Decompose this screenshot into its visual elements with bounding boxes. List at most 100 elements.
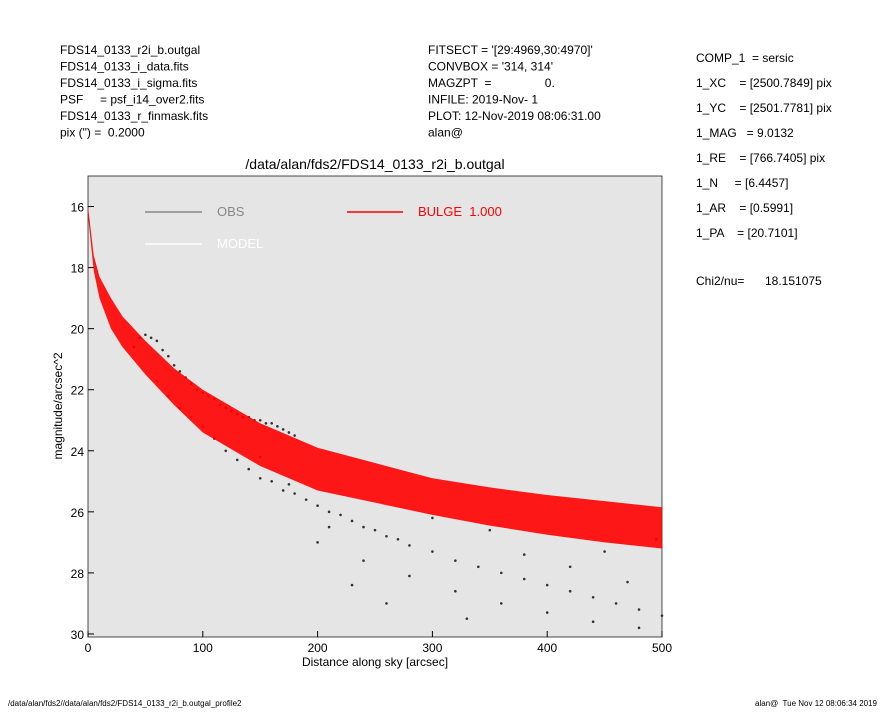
header-left: FDS14_0133_r_finmask.fits <box>60 109 208 123</box>
obs-point <box>287 431 291 434</box>
obs-point <box>660 614 664 617</box>
legend-label: MODEL <box>217 236 263 251</box>
x-tick-label: 200 <box>308 641 328 655</box>
header-middle: INFILE: 2019-Nov- 1 <box>428 93 538 107</box>
obs-point <box>545 583 549 587</box>
obs-point <box>396 538 400 541</box>
obs-point <box>454 589 457 593</box>
obs-point <box>522 553 526 556</box>
y-tick-label: 30 <box>71 628 85 642</box>
obs-point <box>465 617 469 620</box>
header-right: 1_XC = [2500.7849] pix <box>696 76 832 90</box>
chart-title: /data/alan/fds2/FDS14_0133_r2i_b.outgal <box>245 156 504 172</box>
header-left: FDS14_0133_i_data.fits <box>60 60 189 74</box>
obs-point <box>327 510 331 514</box>
chi-label: Chi2/nu= <box>696 274 744 288</box>
header-left: FDS14_0133_i_sigma.fits <box>60 76 197 90</box>
header-middle: alan@ <box>428 126 463 140</box>
obs-point <box>339 513 342 517</box>
obs-point <box>591 596 595 599</box>
obs-point <box>172 363 176 367</box>
obs-point <box>603 550 606 553</box>
obs-point <box>408 544 411 547</box>
obs-point <box>350 519 354 523</box>
y-tick-label: 16 <box>71 201 85 215</box>
obs-point <box>155 339 159 343</box>
obs-point <box>287 483 291 486</box>
obs-point <box>477 565 480 569</box>
obs-point <box>568 589 572 593</box>
footer-right: alan@ Tue Nov 12 08:06:34 2019 <box>755 699 878 708</box>
header-middle: PLOT: 12-Nov-2019 08:06:31.00 <box>428 109 601 123</box>
header-right: COMP_1 = sersic <box>696 51 794 65</box>
obs-point <box>224 449 228 453</box>
x-tick-label: 100 <box>193 641 213 655</box>
obs-point <box>270 479 273 483</box>
header-middle: CONVBOX = '314, 314' <box>428 60 553 74</box>
obs-point <box>161 348 164 352</box>
header-middle: FITSECT = '[29:4969,30:4970]' <box>428 43 593 57</box>
header-left: pix (") = 0.2000 <box>60 126 145 140</box>
legend-label: BULGE 1.000 <box>418 204 502 219</box>
x-tick-label: 300 <box>422 641 442 655</box>
header-left: PSF = psf_i14_over2.fits <box>60 93 204 107</box>
obs-point <box>362 525 365 529</box>
x-axis-label: Distance along sky [arcsec] <box>302 655 448 669</box>
x-tick-label: 400 <box>537 641 557 655</box>
obs-point <box>149 336 153 340</box>
y-axis-label: magnitude/arcsec^2 <box>51 352 65 459</box>
bulge-band <box>88 206 662 549</box>
header-right: 1_MAG = 9.0132 <box>696 126 794 140</box>
obs-point <box>258 476 262 480</box>
header-right: 1_N = [6.4457] <box>696 176 788 190</box>
header-right: 1_AR = [0.5991] <box>696 201 793 215</box>
obs-point <box>488 528 492 532</box>
obs-point <box>350 583 354 587</box>
plot-area <box>87 175 663 638</box>
y-tick-label: 26 <box>71 506 85 520</box>
obs-point <box>293 492 296 495</box>
obs-point <box>258 418 262 422</box>
obs-point <box>276 425 279 428</box>
obs-point <box>281 428 285 431</box>
obs-point <box>264 421 268 425</box>
obs-point <box>626 580 629 584</box>
obs-point <box>499 602 503 605</box>
obs-point <box>499 571 503 575</box>
y-tick-label: 24 <box>71 445 85 459</box>
footer-left: /data/alan/fds2//data/alan/fds2/FDS14_01… <box>8 699 242 708</box>
obs-point <box>247 467 251 471</box>
y-tick-label: 18 <box>71 262 85 276</box>
obs-point <box>614 602 618 605</box>
header-right: 1_YC = [2501.7781] pix <box>696 101 832 115</box>
obs-point <box>568 565 572 569</box>
x-tick-label: 0 <box>85 641 92 655</box>
obs-point <box>637 626 641 630</box>
obs-point <box>431 550 434 553</box>
obs-point <box>316 504 319 508</box>
obs-point <box>522 577 526 581</box>
obs-point <box>373 528 377 532</box>
obs-point <box>167 354 170 358</box>
obs-point <box>304 498 308 501</box>
obs-point <box>545 611 549 614</box>
obs-point <box>362 559 365 562</box>
obs-point <box>408 574 411 578</box>
obs-point <box>385 602 388 605</box>
obs-point <box>637 608 641 611</box>
y-tick-label: 28 <box>71 567 85 581</box>
header-left: FDS14_0133_r2i_b.outgal <box>60 43 200 57</box>
obs-point <box>144 333 147 337</box>
y-tick-label: 20 <box>71 323 85 337</box>
header-right: 1_RE = [766.7405] pix <box>696 151 825 165</box>
obs-point <box>270 421 273 425</box>
obs-point <box>293 434 296 437</box>
header-right: 1_PA = [20.7101] <box>696 226 798 240</box>
obs-point <box>316 541 319 544</box>
obs-point <box>591 620 595 624</box>
obs-point <box>385 534 388 538</box>
chi-value: 18.151075 <box>765 274 822 288</box>
x-tick-label: 500 <box>652 641 672 655</box>
legend-label: OBS <box>217 204 245 219</box>
